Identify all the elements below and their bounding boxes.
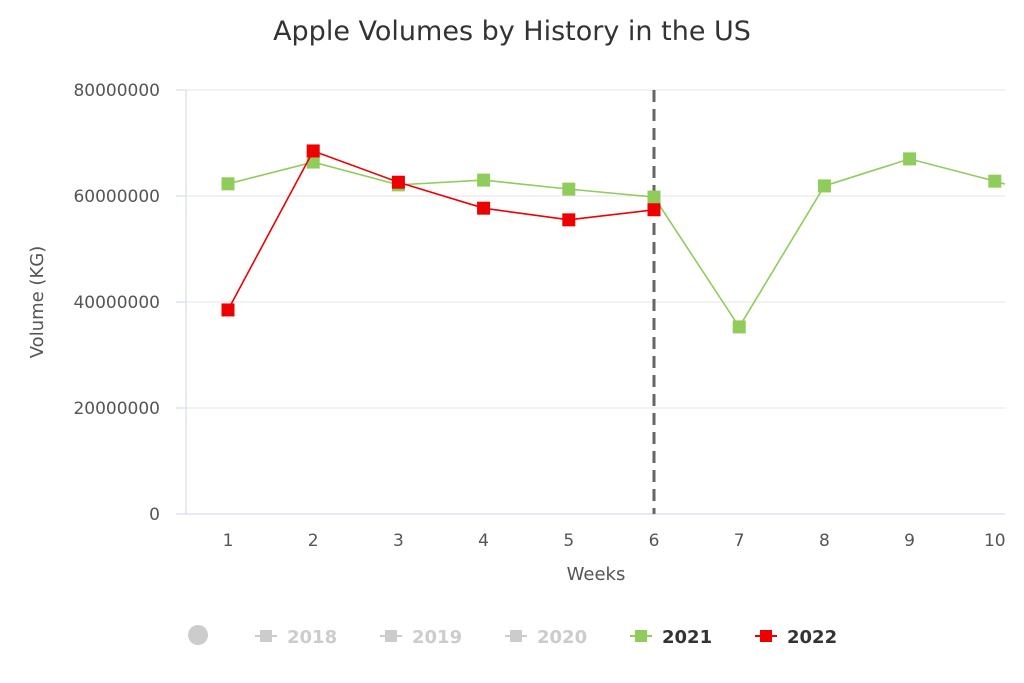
legend-label: 2018	[287, 627, 337, 648]
y-tick-label: 40000000	[73, 293, 160, 313]
legend-item-2021[interactable]: 2021	[630, 627, 712, 648]
legend-square-icon	[260, 630, 272, 642]
legend-square-icon	[635, 630, 647, 642]
data-point-2022[interactable]	[562, 213, 576, 227]
legend-label: 2019	[412, 627, 462, 648]
legend-item-2020[interactable]: 2020	[505, 627, 587, 648]
x-tick-label: 4	[478, 531, 489, 551]
legend: 2018 2019 2020 2021 2022	[255, 627, 837, 648]
y-axis-label: Volume (KG)	[27, 246, 48, 358]
x-tick-label: 5	[563, 531, 574, 551]
legend-item-2018[interactable]: 2018	[255, 627, 337, 648]
legend-square-icon	[760, 630, 772, 642]
x-tick-label: 3	[393, 531, 404, 551]
data-point-2021[interactable]	[477, 173, 491, 187]
y-tick-label: 80000000	[73, 81, 160, 101]
x-tick-label: 1	[223, 531, 234, 551]
y-tick-label: 60000000	[73, 187, 160, 207]
data-point-2021[interactable]	[817, 179, 831, 193]
data-point-2021[interactable]	[221, 177, 235, 191]
legend-label: 2020	[537, 627, 587, 648]
x-tick-label: 6	[649, 531, 660, 551]
gridlines	[176, 89, 1005, 515]
x-tick-label: 10	[984, 531, 1006, 551]
legend-item-2019[interactable]: 2019	[380, 627, 462, 648]
legend-square-icon	[510, 630, 522, 642]
x-tick-label: 9	[904, 531, 915, 551]
x-tick-label: 2	[308, 531, 319, 551]
y-tick-label: 20000000	[73, 399, 160, 419]
y-axis-ticks: 0 20000000 40000000 60000000 80000000	[73, 81, 160, 525]
data-point-2021[interactable]	[903, 152, 917, 166]
legend-label: 2022	[787, 627, 837, 648]
series-group	[221, 144, 1006, 334]
x-axis-label: Weeks	[567, 564, 626, 585]
series-2021	[221, 152, 1006, 334]
data-point-2022[interactable]	[306, 144, 320, 158]
legend-item-2022[interactable]: 2022	[755, 627, 837, 648]
x-axis-ticks: 1 2 3 4 5 6 7 8 9 10	[223, 531, 1006, 551]
data-point-2021[interactable]	[647, 190, 661, 204]
data-point-2022[interactable]	[477, 201, 491, 215]
data-point-2021[interactable]	[562, 182, 576, 196]
legend-label: 2021	[662, 627, 712, 648]
data-point-2021[interactable]	[732, 320, 746, 334]
data-point-2022[interactable]	[647, 203, 661, 217]
series-2022	[221, 144, 661, 317]
legend-toggle-all[interactable]	[188, 625, 208, 645]
legend-square-icon	[385, 630, 397, 642]
data-point-2022[interactable]	[391, 175, 405, 189]
x-tick-label: 7	[734, 531, 745, 551]
chart-title: Apple Volumes by History in the US	[273, 16, 751, 47]
data-point-2022[interactable]	[221, 303, 235, 317]
data-point-2021[interactable]	[988, 174, 1002, 188]
x-tick-label: 8	[819, 531, 830, 551]
y-tick-label: 0	[149, 505, 160, 525]
series-line-2022	[227, 149, 655, 311]
data-point-2021[interactable]	[306, 155, 320, 169]
